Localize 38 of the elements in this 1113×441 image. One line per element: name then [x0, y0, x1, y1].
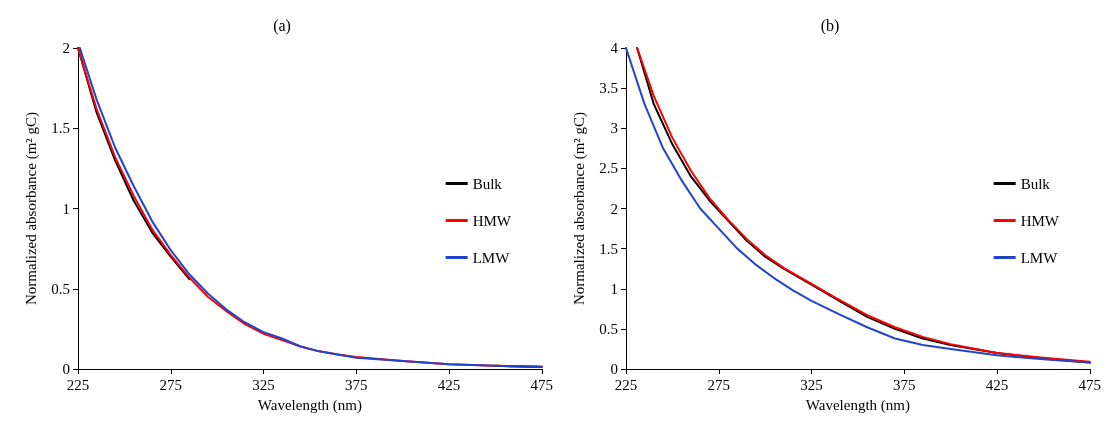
y-axis-title: Normalized absorbance (m² gC): [570, 111, 588, 306]
x-tick-label: 425: [437, 376, 461, 393]
y-tick-label: 0: [610, 361, 618, 377]
legend-label: LMW: [472, 249, 511, 266]
x-tick-label: 275: [707, 376, 730, 393]
x-tick-label: 475: [1078, 376, 1101, 393]
y-tick-label: 2.5: [599, 160, 618, 177]
chart-title: (b): [820, 16, 840, 35]
y-axis-title: Normalized absorbance (m² gC): [22, 111, 40, 306]
legend-label: Bulk: [1020, 175, 1051, 192]
x-tick-label: 425: [985, 376, 1009, 393]
y-tick-label: 1: [610, 280, 618, 297]
x-tick-label: 475: [530, 376, 553, 393]
y-tick-label: 3: [610, 120, 618, 137]
x-tick-label: 375: [345, 376, 368, 393]
x-tick-label: 375: [893, 376, 916, 393]
y-tick-label: 3.5: [599, 80, 618, 97]
y-tick-label: 1: [62, 200, 70, 217]
y-tick-label: 1.5: [599, 240, 618, 257]
y-tick-label: 0.5: [599, 320, 618, 337]
x-axis-title: Wavelength (nm): [805, 396, 910, 414]
y-tick-label: 4: [610, 40, 619, 56]
legend-label: LMW: [1020, 249, 1059, 266]
x-tick-label: 225: [614, 376, 638, 393]
chart-title: (a): [273, 16, 291, 35]
y-tick-label: 2: [62, 40, 70, 56]
y-tick-label: 2: [610, 200, 618, 217]
y-tick-label: 0: [62, 361, 70, 377]
legend-label: Bulk: [472, 175, 503, 192]
y-tick-label: 1.5: [51, 120, 70, 137]
x-axis-title: Wavelength (nm): [257, 396, 362, 414]
legend-label: HMW: [1020, 212, 1060, 229]
x-tick-label: 325: [800, 376, 823, 393]
x-tick-label: 225: [66, 376, 90, 393]
y-tick-label: 0.5: [51, 280, 70, 297]
x-tick-label: 325: [252, 376, 275, 393]
legend-label: HMW: [472, 212, 512, 229]
x-tick-label: 275: [159, 376, 182, 393]
